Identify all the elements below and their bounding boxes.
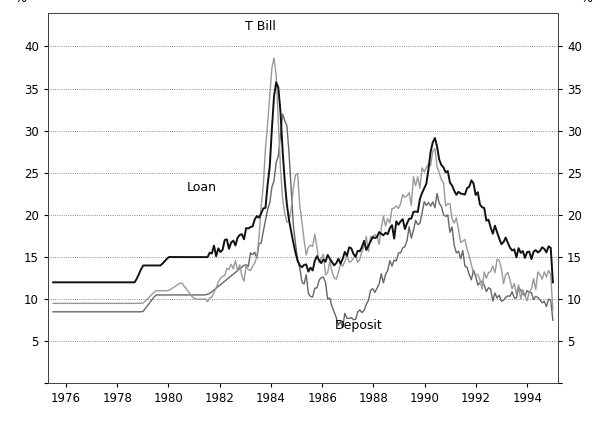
Text: Loan: Loan [187,181,217,194]
Text: %: % [14,0,26,6]
Text: T Bill: T Bill [245,20,276,33]
Text: %: % [580,0,592,6]
Text: Deposit: Deposit [335,319,383,332]
